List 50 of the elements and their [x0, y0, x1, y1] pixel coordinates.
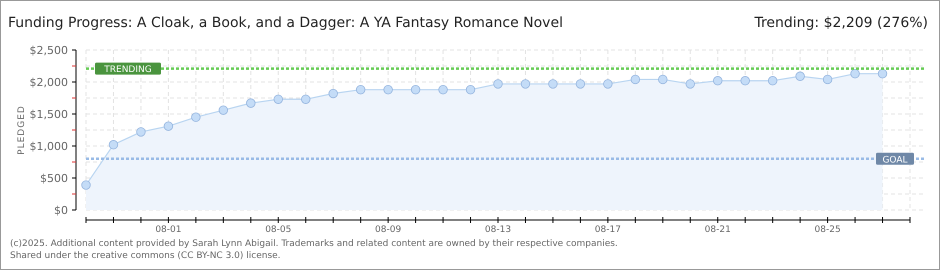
point: [630, 74, 640, 84]
text: (c)2025. Additional content provided by Sarah Lynn Abigail. Trademarks and related content are owned by their respective companies.: [10, 239, 618, 249]
point: [493, 79, 503, 89]
y-tick-label: $2,000: [30, 76, 68, 89]
point: [164, 121, 174, 131]
point: [713, 76, 722, 86]
x-tick-label: 08-01: [155, 225, 182, 235]
point: [466, 84, 476, 94]
ref-line-label: TRENDING: [103, 65, 152, 76]
point: [356, 84, 366, 94]
point: [301, 94, 310, 104]
point: [246, 98, 256, 108]
point: [795, 72, 805, 81]
x-tick-label: 08-09: [375, 225, 402, 235]
y-tick-label: $2,500: [30, 44, 68, 57]
x-tick-label: 08-05: [265, 225, 292, 235]
point: [603, 79, 613, 89]
y-tick-label: $0: [54, 204, 68, 217]
point: [740, 76, 750, 86]
point: [218, 105, 228, 115]
chart-title: Funding Progress: A Cloak, a Book, and a Dagger: A YA Fantasy Romance Novel: [8, 15, 563, 31]
point: [81, 180, 91, 190]
x-tick-label: 08-13: [484, 225, 512, 235]
point: [191, 112, 201, 122]
point: [410, 84, 420, 94]
point: [328, 88, 338, 98]
point: [520, 79, 530, 89]
point: [108, 140, 118, 150]
point: [136, 127, 146, 137]
point: [768, 76, 778, 86]
x-tick-label: 08-25: [814, 225, 841, 235]
point: [686, 79, 695, 89]
point: [878, 68, 888, 78]
point: [576, 79, 586, 89]
point: [438, 84, 448, 94]
point: [274, 94, 283, 104]
text: Trending: $2,209 (276%): [753, 15, 928, 31]
y-tick-label: $500: [40, 172, 68, 185]
point: [548, 79, 558, 89]
y-tick-label: $1,000: [30, 140, 68, 153]
point: [822, 74, 832, 84]
text: Shared under the creative commons (CC BY-NC 3.0) license.: [10, 251, 281, 261]
point: [658, 74, 668, 84]
ref-line-label: GOAL: [882, 155, 908, 166]
point: [850, 68, 860, 78]
x-tick-label: 08-21: [704, 225, 731, 235]
x-tick-label: 08-17: [594, 225, 621, 235]
y-tick-label: $1,500: [30, 108, 68, 121]
point: [383, 84, 393, 94]
y-axis-title: PLEDGED: [17, 105, 27, 155]
